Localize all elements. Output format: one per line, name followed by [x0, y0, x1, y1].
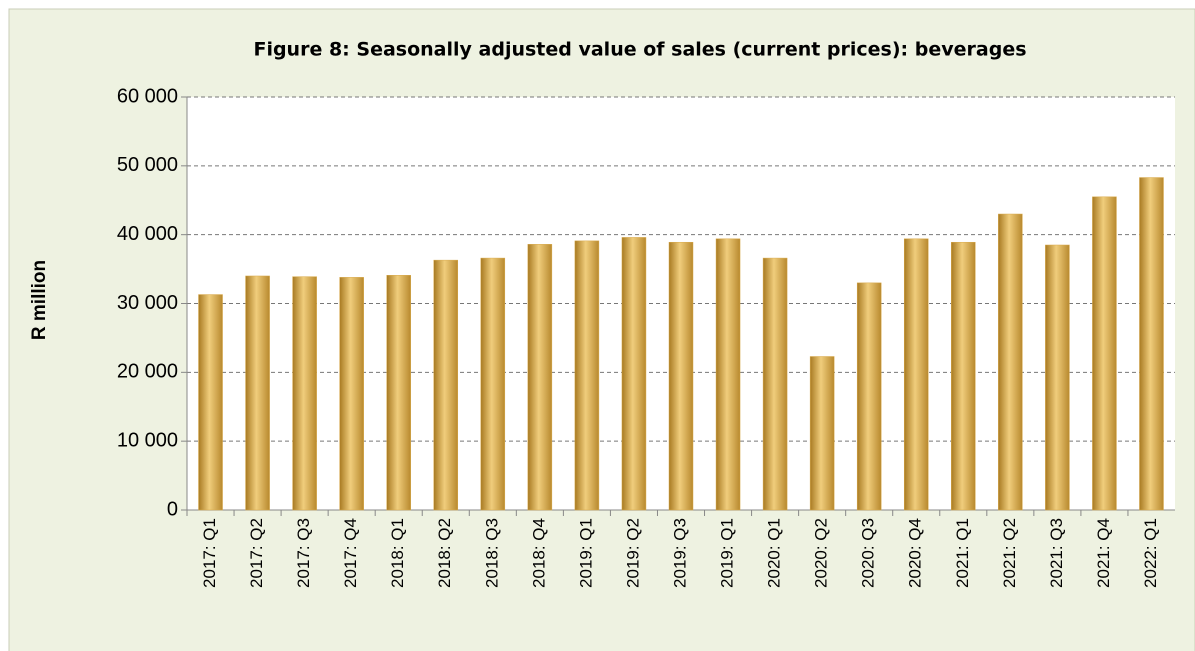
bar — [998, 213, 1023, 511]
bar — [433, 259, 459, 511]
y-tick-label: 30 000 — [117, 292, 178, 314]
bar — [292, 276, 317, 511]
x-tick-label: 2020: Q1 — [765, 518, 784, 588]
bar — [339, 277, 364, 511]
y-tick-label: 20 000 — [117, 361, 178, 383]
x-tick-label: 2017: Q3 — [294, 518, 313, 588]
x-tick-label: 2022: Q1 — [1141, 518, 1160, 588]
x-tick-label: 2018: Q2 — [435, 518, 454, 588]
x-tick-label: 2017: Q2 — [247, 518, 266, 588]
x-tick-label: 2019: Q3 — [670, 518, 689, 588]
x-tick-label: 2020: Q4 — [906, 518, 925, 588]
x-tick-label: 2021: Q4 — [1094, 518, 1113, 588]
bar — [951, 241, 976, 511]
x-tick-label: 2017: Q4 — [341, 518, 360, 588]
bar — [198, 294, 223, 511]
y-tick-label: 50 000 — [117, 154, 178, 176]
x-tick-label: 2018: Q4 — [529, 518, 548, 588]
x-tick-label: 2020: Q3 — [859, 518, 878, 588]
bar — [903, 238, 929, 511]
bar — [715, 238, 741, 511]
y-tick-label: 60 000 — [117, 85, 178, 107]
y-axis-title: R million — [29, 260, 50, 340]
x-tick-label: 2019: Q2 — [623, 518, 642, 588]
bar — [574, 240, 600, 511]
x-tick-label: 2018: Q3 — [482, 518, 501, 588]
bar — [480, 257, 506, 511]
y-tick-label: 10 000 — [117, 429, 178, 451]
x-tick-label: 2017: Q1 — [200, 518, 219, 588]
bar — [762, 257, 788, 511]
bar — [1092, 196, 1117, 511]
y-tick-label: 40 000 — [117, 223, 178, 245]
bar — [856, 282, 882, 511]
bar — [621, 237, 647, 511]
bar — [245, 275, 270, 511]
bar — [386, 275, 411, 511]
x-tick-label: 2019: Q1 — [718, 518, 737, 588]
x-tick-label: 2021: Q2 — [1000, 518, 1019, 588]
y-tick-label: 0 — [167, 498, 178, 520]
bar — [527, 244, 553, 511]
x-tick-label: 2020: Q2 — [812, 518, 831, 588]
bar — [809, 356, 835, 511]
bar — [1045, 244, 1070, 511]
x-tick-label: 2021: Q1 — [953, 518, 972, 588]
chart-title: Figure 8: Seasonally adjusted value of s… — [253, 39, 1026, 61]
x-tick-label: 2021: Q3 — [1047, 518, 1066, 588]
bar — [1139, 177, 1164, 511]
x-tick-label: 2018: Q1 — [388, 518, 407, 588]
x-tick-label: 2019: Q1 — [576, 518, 595, 588]
bar — [668, 241, 694, 511]
